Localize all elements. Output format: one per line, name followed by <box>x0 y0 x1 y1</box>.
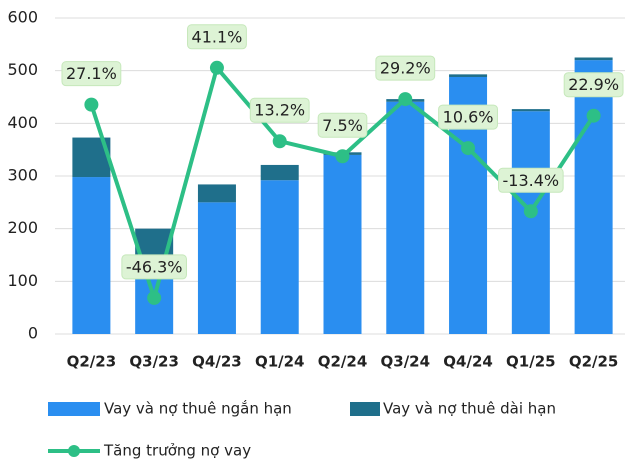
data-label: -13.4% <box>503 171 560 190</box>
label-box <box>121 254 187 280</box>
data-label: 10.6% <box>443 108 494 127</box>
x-tick-label: Q2/23 <box>67 353 117 371</box>
point <box>586 108 601 123</box>
point <box>335 149 350 164</box>
bar <box>72 177 111 334</box>
data-label: -46.3% <box>126 257 183 276</box>
y-tick-label: 300 <box>7 166 38 185</box>
bar <box>511 109 550 112</box>
x-tick-label: Q3/23 <box>129 353 179 371</box>
legend-label: Tăng trưởng nợ vay <box>103 442 251 460</box>
legend-swatch <box>350 402 380 416</box>
x-tick-label: Q2/24 <box>318 353 368 371</box>
legend-label: Vay và nợ thuê ngắn hạn <box>104 400 292 418</box>
y-tick-label: 400 <box>7 113 38 132</box>
label-box <box>61 61 122 87</box>
x-tick-label: Q1/24 <box>255 353 305 371</box>
point <box>84 97 99 112</box>
x-tick-label: Q1/25 <box>506 353 556 371</box>
label-box <box>187 24 247 50</box>
data-label: 22.9% <box>568 75 619 94</box>
data-label: 41.1% <box>192 27 243 46</box>
legend-marker <box>68 445 80 457</box>
label-box <box>317 112 368 138</box>
y-tick-label: 500 <box>7 60 38 79</box>
y-tick-label: 200 <box>7 218 38 237</box>
x-tick-label: Q4/24 <box>443 353 493 371</box>
y-tick-label: 100 <box>7 271 38 290</box>
label-box <box>438 104 498 130</box>
point <box>272 134 287 149</box>
data-label: 27.1% <box>66 64 117 83</box>
x-tick-label: Q2/25 <box>569 353 619 371</box>
y-tick-label: 0 <box>28 324 38 343</box>
y-tick-label: 600 <box>7 8 38 27</box>
legend-label: Vay và nợ thuê dài hạn <box>383 400 556 418</box>
bar <box>449 74 488 77</box>
data-label: 13.2% <box>254 101 305 120</box>
label-box <box>498 167 564 193</box>
label-box <box>249 97 310 123</box>
bar <box>511 111 550 334</box>
point <box>398 92 413 107</box>
label-box <box>563 72 624 98</box>
x-tick-label: Q3/24 <box>381 353 431 371</box>
bar <box>323 154 362 334</box>
point <box>523 204 538 219</box>
bar <box>260 164 299 181</box>
bar <box>197 202 236 334</box>
point <box>209 60 224 75</box>
bar <box>197 184 236 203</box>
legend-swatch <box>48 402 100 416</box>
data-label: 29.2% <box>380 59 431 78</box>
bar <box>260 180 299 334</box>
bar <box>574 60 613 335</box>
point <box>461 141 476 156</box>
x-tick-label: Q4/23 <box>192 353 242 371</box>
point <box>147 290 162 305</box>
data-label: 7.5% <box>322 116 363 135</box>
label-box <box>375 55 436 81</box>
bar <box>574 57 613 61</box>
bar <box>386 101 425 335</box>
